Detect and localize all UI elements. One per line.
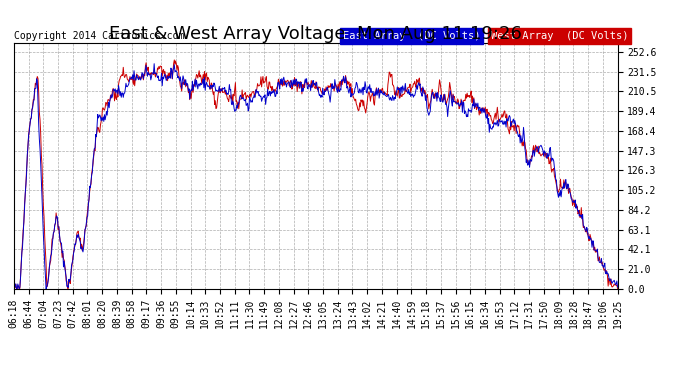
Text: Copyright 2014 Cartronics.com: Copyright 2014 Cartronics.com	[14, 31, 184, 40]
Title: East & West Array Voltage  Mon Aug 11 19:26: East & West Array Voltage Mon Aug 11 19:…	[109, 25, 522, 43]
Text: West Array  (DC Volts): West Array (DC Volts)	[491, 31, 629, 40]
Text: East Array  (DC Volts): East Array (DC Volts)	[343, 31, 480, 40]
